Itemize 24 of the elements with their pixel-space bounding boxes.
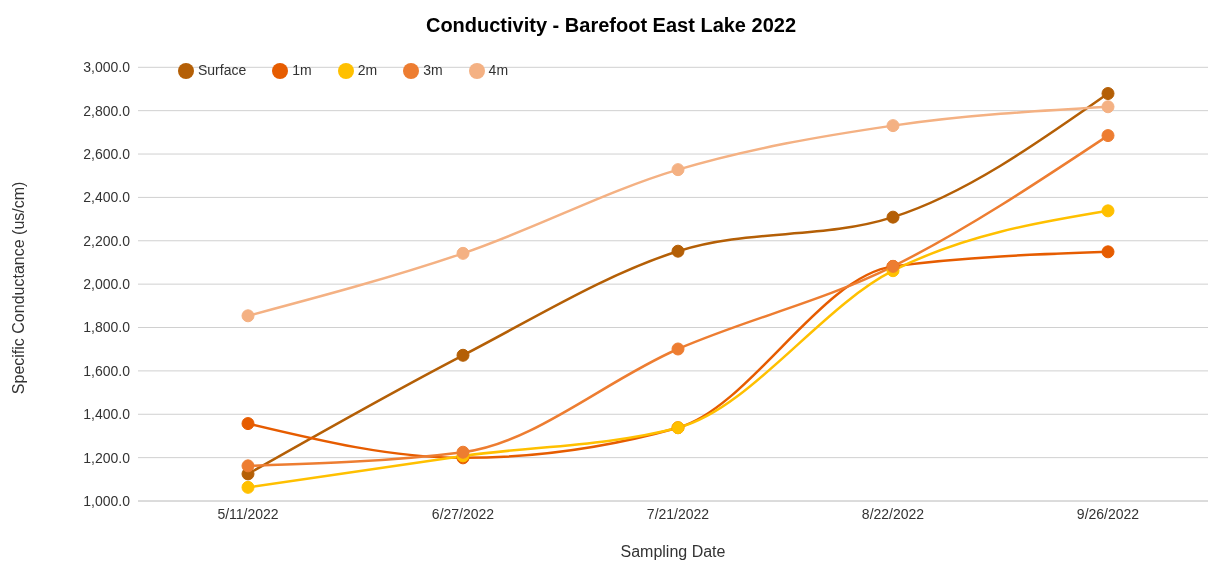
legend-label: 2m: [357, 62, 378, 78]
legend-label: 1m: [292, 62, 312, 78]
x-tick-label: 5/11/2022: [217, 505, 279, 522]
x-tick-label: 8/22/2022: [861, 505, 925, 522]
y-axis-title: Specific Conductance (us/cm): [9, 181, 27, 395]
y-tick-label: 2,200.0: [83, 232, 131, 249]
y-tick-label: 2,000.0: [83, 276, 131, 293]
x-axis-title: Sampling Date: [620, 543, 726, 560]
y-tick-label: 1,400.0: [83, 406, 131, 423]
x-tick-label: 6/27/2022: [431, 505, 495, 522]
y-tick-label: 2,400.0: [83, 189, 131, 206]
y-tick-label: 1,200.0: [83, 449, 131, 466]
legend-label: 3m: [423, 62, 443, 78]
chart-title: Conductivity - Barefoot East Lake 2022: [424, 13, 798, 38]
x-tick-label: 7/21/2022: [646, 505, 710, 522]
y-tick-label: 2,800.0: [83, 102, 131, 119]
y-tick-label: 3,000.0: [83, 59, 131, 76]
y-tick-label: 1,000.0: [83, 492, 131, 509]
legend-label: Surface: [198, 62, 247, 78]
y-tick-label: 1,600.0: [83, 362, 131, 379]
legend-label: 4m: [488, 62, 509, 78]
x-tick-label: 9/26/2022: [1076, 505, 1140, 522]
y-tick-label: 1,800.0: [83, 319, 131, 336]
y-tick-label: 2,600.0: [83, 146, 131, 163]
